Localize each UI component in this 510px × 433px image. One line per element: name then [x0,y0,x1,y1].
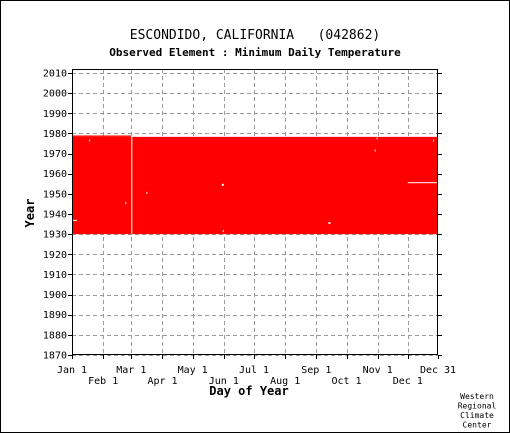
y-tick-label: 2010 [43,69,67,80]
axes [68,69,442,359]
missing-data-gap [89,139,91,142]
x-tick-label: Oct 1 [331,376,361,387]
missing-data-gap [125,201,127,204]
y-tick-label: 1960 [43,169,67,180]
missing-data-gap [376,137,378,140]
x-tick-label: Apr 1 [147,376,177,387]
credit-line: Western [460,392,494,401]
missing-data-gap [222,230,224,233]
missing-data-gap [432,139,434,142]
missing-data-gap [374,149,376,152]
x-tick-label: May 1 [178,365,208,376]
x-tick-label: Mar 1 [116,365,146,376]
y-tick-label: 1950 [43,189,67,200]
x-tick-label: Feb 1 [88,376,118,387]
y-tick-label: 1870 [43,351,67,362]
x-tick-label: Nov 1 [363,365,393,376]
x-tick-label: Jan 1 [57,365,87,376]
observed-data-block [72,136,438,235]
y-axis-label: Year [23,199,37,228]
y-tick-label: 1920 [43,250,67,261]
chart-title: ESCONDIDO, CALIFORNIA (042862) [130,28,380,43]
missing-data-gap [72,219,78,221]
x-tick-label: Dec 31 [420,365,456,376]
chart-subtitle: Observed Element : Minimum Daily Tempera… [109,46,401,59]
y-tick-label: 1910 [43,270,67,281]
y-tick-label: 1940 [43,210,67,221]
missing-data-gap [131,135,133,235]
y-tick-label: 2000 [43,89,67,100]
y-tick-label: 1900 [43,290,67,301]
x-tick-label: Sep 1 [301,365,331,376]
credit-line: Climate [460,411,494,420]
y-tick-label: 1880 [43,330,67,341]
missing-data-gap [328,222,331,225]
observed-data-block [72,135,132,137]
x-tick-labels: Jan 1 Mar 1 May 1 Jul 1 Sep 1 Nov 1 Dec 31 Feb … [57,365,456,387]
x-tick-label: Jun 1 [209,376,239,387]
y-tick-label: 1890 [43,310,67,321]
y-tick-label: 1980 [43,129,67,140]
data-layer [72,135,438,235]
x-tick-label: Aug 1 [270,376,300,387]
missing-data-gap [221,183,224,186]
y-tick-label: 1990 [43,109,67,120]
x-tick-label: Dec 1 [393,376,423,387]
credit-line: Regional [458,402,497,411]
x-axis-label: Day of Year [209,384,288,398]
credit-line: Center [463,421,492,430]
plot-border [72,69,438,355]
y-tick-label: 1970 [43,149,67,160]
y-tick-labels: 1870 1880 1890 1900 1910 1920 1930 1940 1950 1960… [43,69,67,362]
missing-data-gap [407,182,437,184]
x-tick-label: Jul 1 [239,365,269,376]
y-tick-label: 1930 [43,230,67,241]
missing-data-gap [146,191,148,194]
